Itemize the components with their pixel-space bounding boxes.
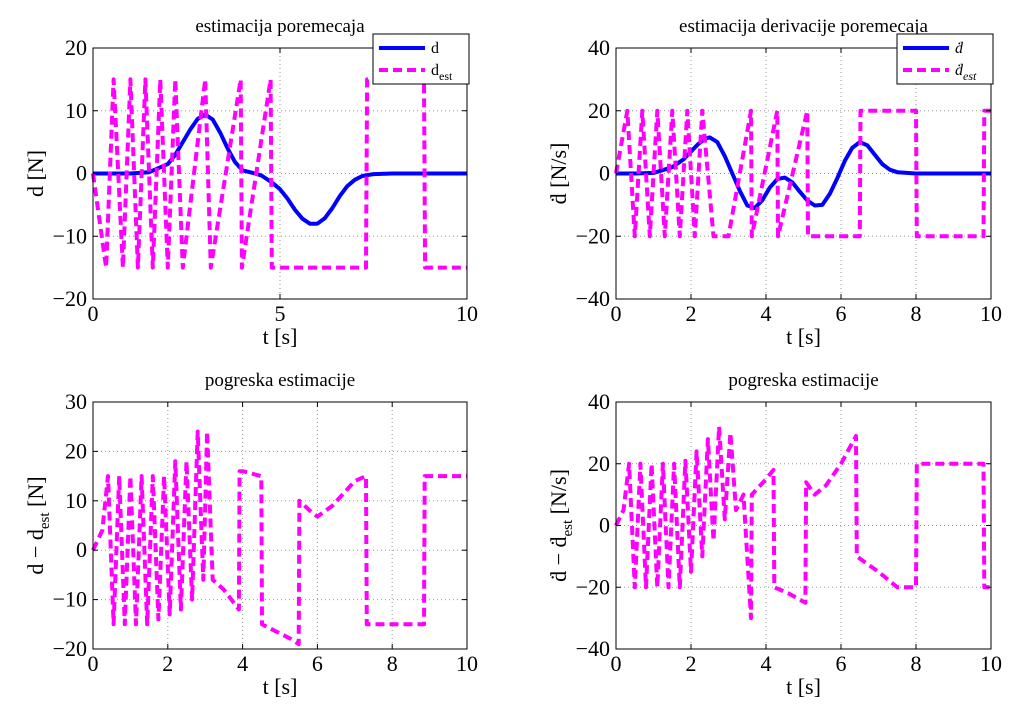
series-line-1 xyxy=(93,112,467,226)
y-tick-label: −40 xyxy=(576,636,610,661)
y-tick-label: −40 xyxy=(576,286,610,311)
x-axis-label: t [s] xyxy=(786,674,821,699)
subplot-1: 0 5 10 −20 −10 0 10 20 estimacija poremecaja t [s… xyxy=(23,16,478,349)
subplot-4: 0 2 4 6 8 10 −40 −20 0 20 40 pogreska estimacije t [… xyxy=(546,370,1002,699)
x-tick-label: 4 xyxy=(237,651,248,676)
x-tick-label: 5 xyxy=(275,301,286,326)
x-tick-label: 6 xyxy=(836,301,847,326)
y-tick-label: 10 xyxy=(65,98,87,123)
x-tick-label: 4 xyxy=(761,301,772,326)
y-axis-label: ḋ [N/s] xyxy=(546,143,571,205)
chart-title: estimacija derivacije poremecaja xyxy=(679,16,929,37)
y-axis-label: ḋ − ḋest [N/s] xyxy=(546,469,576,582)
y-tick-label: −10 xyxy=(53,587,87,612)
legend-label: ḋ xyxy=(955,40,964,57)
y-tick-label: 0 xyxy=(599,161,610,186)
y-tick-label: 0 xyxy=(76,537,87,562)
plot-area xyxy=(93,402,467,649)
y-tick-label: 20 xyxy=(65,35,87,60)
y-tick-label: 0 xyxy=(599,513,610,538)
legend-box xyxy=(372,33,470,85)
x-tick-label: 6 xyxy=(836,651,847,676)
y-axis-label: d [N] xyxy=(23,150,48,197)
x-tick-label: 2 xyxy=(686,651,697,676)
y-tick-label: 10 xyxy=(65,488,87,513)
x-tick-label: 10 xyxy=(980,301,1002,326)
x-tick-label: 10 xyxy=(456,651,478,676)
x-tick-label: 0 xyxy=(611,651,622,676)
x-tick-label: 10 xyxy=(980,651,1002,676)
subplot-2: 0 2 4 6 8 10 −40 −20 0 20 40 estimacija derivacije … xyxy=(546,16,1002,349)
x-tick-label: 0 xyxy=(611,301,622,326)
y-tick-label: 40 xyxy=(588,35,610,60)
legend-box xyxy=(896,33,994,85)
series-line-1 xyxy=(91,429,467,647)
x-tick-label: 8 xyxy=(911,301,922,326)
legend-label: dest xyxy=(431,62,453,83)
legend-label: ḋest xyxy=(955,62,977,83)
series-line-1 xyxy=(616,135,991,210)
x-axis-label: t [s] xyxy=(263,674,298,699)
y-tick-label: 30 xyxy=(65,389,87,414)
y-tick-label: 20 xyxy=(588,98,610,123)
x-tick-label: 6 xyxy=(312,651,323,676)
chart-title: pogreska estimacije xyxy=(728,370,878,391)
x-axis-label: t [s] xyxy=(786,324,821,349)
y-axis-label: d − dest [N] xyxy=(23,476,53,574)
x-tick-label: 0 xyxy=(88,651,99,676)
x-tick-label: 8 xyxy=(387,651,398,676)
series-line-2 xyxy=(614,108,991,239)
y-tick-label: −20 xyxy=(576,574,610,599)
y-tick-label: −20 xyxy=(53,286,87,311)
y-tick-label: −20 xyxy=(576,223,610,248)
x-tick-label: 4 xyxy=(761,651,772,676)
x-tick-label: 2 xyxy=(686,301,697,326)
axes-box xyxy=(92,401,468,650)
series-line-1 xyxy=(614,424,991,621)
y-tick-label: −10 xyxy=(53,223,87,248)
legend: d dest xyxy=(372,33,470,85)
y-tick-label: 0 xyxy=(76,161,87,186)
legend: ḋ ḋest xyxy=(896,33,994,85)
y-tick-label: 20 xyxy=(588,451,610,476)
chart-title: estimacija poremecaja xyxy=(195,16,365,37)
x-tick-label: 8 xyxy=(911,651,922,676)
y-tick-label: −20 xyxy=(53,636,87,661)
x-tick-label: 0 xyxy=(88,301,99,326)
y-tick-label: 40 xyxy=(588,389,610,414)
x-axis-label: t [s] xyxy=(263,324,298,349)
legend-label: d xyxy=(431,40,439,57)
subplot-3: 0 2 4 6 8 10 −20 −10 0 10 20 30 pogreska estimacije t… xyxy=(23,370,478,699)
x-tick-label: 2 xyxy=(162,651,173,676)
y-tick-label: 20 xyxy=(65,438,87,463)
chart-title: pogreska estimacije xyxy=(205,370,355,391)
x-tick-label: 10 xyxy=(456,301,478,326)
series-line-2 xyxy=(91,77,467,270)
